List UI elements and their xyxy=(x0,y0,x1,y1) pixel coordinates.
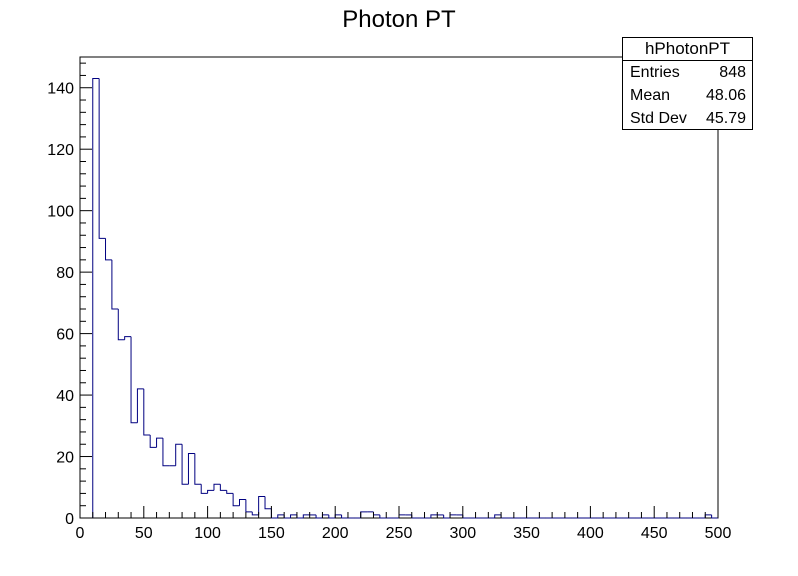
histogram-bin xyxy=(430,514,438,518)
histogram-bin xyxy=(251,511,259,516)
x-tick-label: 50 xyxy=(135,525,153,542)
x-tick-label: 150 xyxy=(258,525,285,542)
y-tick-label: 80 xyxy=(56,265,74,282)
histogram-bin xyxy=(270,508,278,519)
histogram-bin xyxy=(494,514,502,518)
x-tick-label: 300 xyxy=(449,525,476,542)
histogram-bin xyxy=(111,259,119,310)
histogram-bin xyxy=(156,437,163,448)
histogram-bin xyxy=(207,489,214,494)
histogram-bin xyxy=(149,435,157,448)
histogram-bin xyxy=(226,490,234,494)
histogram-bin xyxy=(315,514,323,519)
histogram-bin xyxy=(283,514,291,519)
stats-row-std-dev: Std Dev 45.79 xyxy=(623,107,752,130)
histogram-bin xyxy=(187,452,195,485)
stats-value: 848 xyxy=(719,64,746,81)
y-tick-label: 100 xyxy=(47,204,74,221)
y-tick-label: 60 xyxy=(56,327,74,344)
x-tick-label: 350 xyxy=(513,525,540,542)
statistics-box: hPhotonPT Entries 848 Mean 48.06 Std Dev… xyxy=(622,37,753,130)
stats-label: Mean xyxy=(630,87,671,104)
histogram-bin xyxy=(711,514,718,519)
histogram-bin xyxy=(443,514,451,519)
y-tick-label: 20 xyxy=(56,450,74,467)
histogram-bin xyxy=(411,514,419,519)
stats-row-entries: Entries 848 xyxy=(623,61,752,84)
histogram-bin xyxy=(194,453,202,485)
x-tick-label: 0 xyxy=(76,525,85,542)
histogram-bin xyxy=(143,388,151,436)
stats-row-mean: Mean 48.06 xyxy=(623,84,752,107)
histogram-bin xyxy=(245,499,253,513)
histogram-bin xyxy=(98,78,106,239)
stats-value: 45.79 xyxy=(705,110,746,127)
histogram-bin xyxy=(92,78,100,518)
histogram-bin xyxy=(117,309,125,341)
histogram-bin xyxy=(302,514,310,518)
histogram-bin xyxy=(277,514,285,518)
histogram-bin xyxy=(341,514,348,519)
y-tick-label: 120 xyxy=(47,142,74,159)
x-tick-label: 400 xyxy=(577,525,604,542)
histogram-bin xyxy=(290,514,297,518)
x-tick-label: 100 xyxy=(194,525,221,542)
x-tick-label: 450 xyxy=(641,525,668,542)
x-tick-label: 250 xyxy=(386,525,413,542)
stats-value: 48.06 xyxy=(705,87,746,104)
histogram-bin xyxy=(379,514,387,519)
histogram-bin xyxy=(136,388,144,423)
histogram-bin xyxy=(175,443,183,466)
histogram-bin xyxy=(200,484,208,494)
histogram-bin xyxy=(296,514,304,519)
histogram-bin xyxy=(124,336,132,340)
histogram-bin xyxy=(360,511,368,518)
histogram-bin xyxy=(258,495,266,515)
histogram-bin xyxy=(372,511,380,516)
stats-label: Std Dev xyxy=(630,110,687,127)
histogram-bin xyxy=(130,336,138,424)
stats-label: Entries xyxy=(630,64,680,81)
chart-title: Photon PT xyxy=(342,6,456,33)
y-tick-label: 40 xyxy=(56,388,74,405)
x-tick-label: 500 xyxy=(705,525,732,542)
histogram-bin xyxy=(328,514,336,519)
histogram-bin xyxy=(500,514,508,519)
histogram-bin xyxy=(232,493,240,507)
stats-histogram-name: hPhotonPT xyxy=(623,38,752,61)
histogram-bin xyxy=(219,484,227,491)
y-tick-label: 140 xyxy=(47,81,74,98)
histogram-bin xyxy=(462,514,470,519)
histogram-bin xyxy=(162,438,170,467)
x-tick-label: 200 xyxy=(322,525,349,542)
histogram-bin xyxy=(239,499,246,506)
histogram-bin xyxy=(264,496,272,510)
histogram-bin xyxy=(181,444,189,485)
y-tick-label: 0 xyxy=(65,511,74,528)
histogram-bin xyxy=(105,238,112,261)
histogram-bin xyxy=(213,483,221,491)
